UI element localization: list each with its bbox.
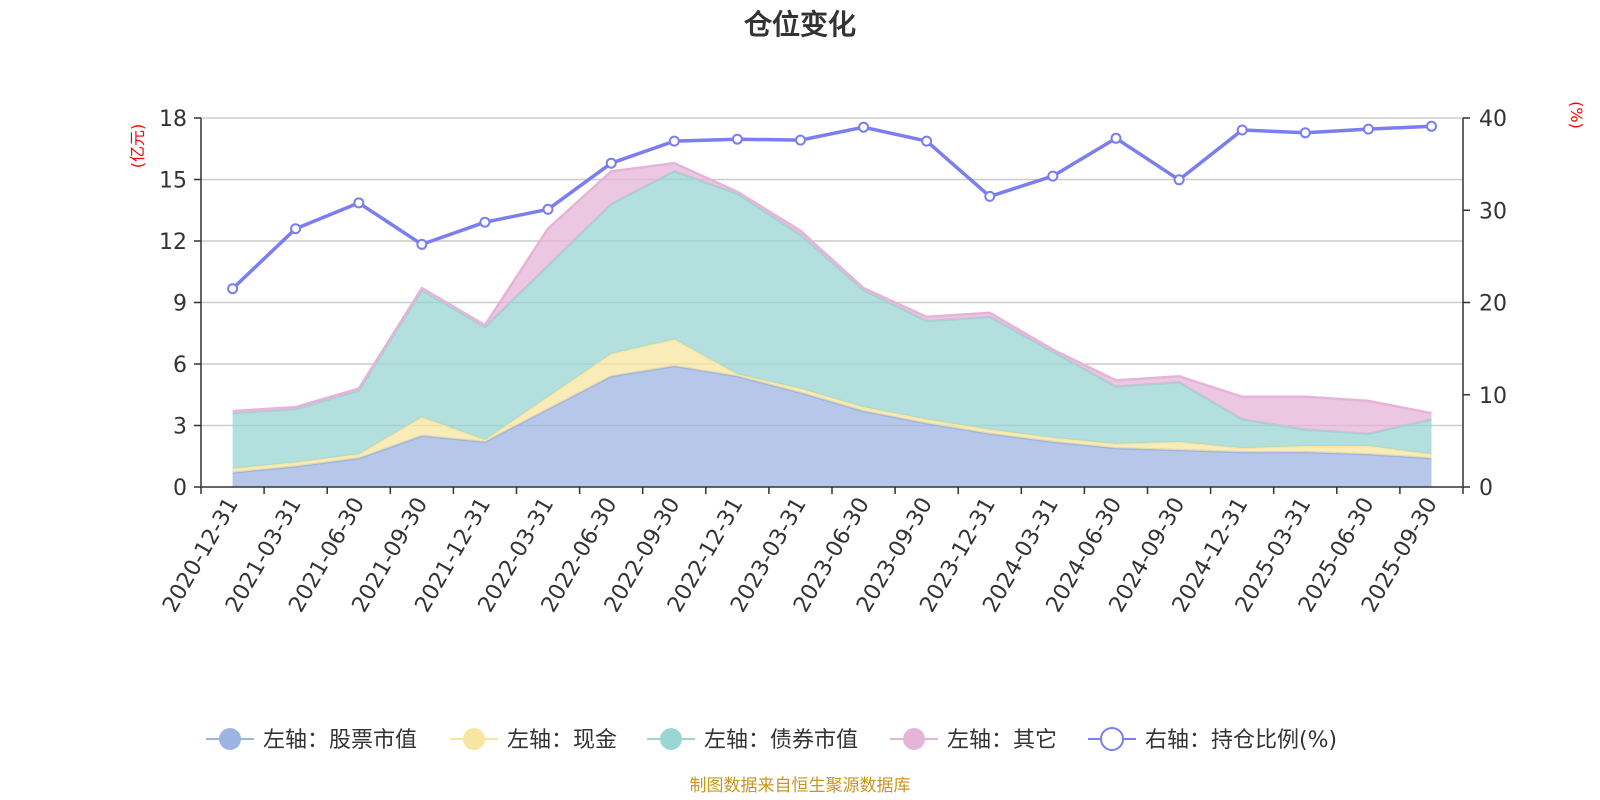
- ratio-point: [984, 190, 996, 202]
- legend-label-bond: 左轴：债券市值: [704, 728, 858, 753]
- ratio-point: [1047, 170, 1059, 182]
- ratio-point: [731, 133, 743, 145]
- area-stock: [232, 366, 1432, 487]
- ratio-point: [353, 197, 365, 209]
- chart-title: 仓位变化: [744, 8, 856, 41]
- ratio-point: [290, 223, 302, 235]
- area-other: [232, 163, 1432, 434]
- ratio-point: [858, 121, 870, 133]
- ratio-line-series: [227, 120, 1437, 295]
- ratio-point: [668, 135, 680, 147]
- ratio-point: [479, 216, 491, 228]
- legend-label-ratio: 右轴：持仓比例(%): [1145, 728, 1337, 753]
- left-axis-tick-label: 12: [159, 230, 187, 255]
- legend-label-cash: 左轴：现金: [507, 728, 617, 753]
- right-axis-tick-label: 40: [1479, 107, 1507, 132]
- left-axis-unit: (亿元): [128, 124, 147, 169]
- legend-item-stock: 左轴：股票市值: [206, 728, 417, 753]
- ratio-point: [1362, 123, 1374, 135]
- ratio-point: [1426, 120, 1437, 132]
- left-axis-tick-label: 15: [159, 169, 187, 194]
- legend-item-ratio: 右轴：持仓比例(%): [1088, 727, 1337, 753]
- right-axis-tick-label: 0: [1479, 476, 1493, 501]
- ratio-point: [605, 157, 617, 169]
- right-axis-tick-label: 10: [1479, 384, 1507, 409]
- legend-label-other: 左轴：其它: [947, 728, 1057, 753]
- ratio-point: [795, 134, 806, 146]
- area-edge-other: [232, 161, 1432, 415]
- legend-marker-cash-icon: [463, 728, 485, 750]
- ratio-point: [227, 283, 239, 295]
- area-bond: [232, 171, 1432, 469]
- ratio-point: [542, 203, 554, 215]
- left-axis-tick-label: 0: [173, 476, 187, 501]
- left-axis-tick-label: 6: [173, 353, 187, 378]
- legend-label-stock: 左轴：股票市值: [263, 728, 417, 753]
- right-axis-tick-label: 30: [1479, 199, 1507, 224]
- data-source-note: 制图数据来自恒生聚源数据库: [690, 776, 911, 796]
- ratio-point: [416, 238, 428, 250]
- ratio-point: [921, 135, 933, 147]
- legend-item-other: 左轴：其它: [890, 728, 1057, 753]
- right-axis-unit: (%): [1567, 101, 1586, 129]
- legend: 左轴：股票市值 左轴：现金 左轴：债券市值 左轴：其它 右轴：持仓比例(%): [206, 727, 1337, 753]
- ratio-point: [1299, 127, 1311, 139]
- ratio-point: [1173, 174, 1185, 186]
- ratio-point: [1236, 124, 1248, 136]
- legend-marker-bond-icon: [660, 728, 682, 750]
- legend-item-cash: 左轴：现金: [450, 728, 617, 753]
- left-axis-tick-label: 3: [173, 415, 187, 440]
- ratio-point: [1110, 132, 1122, 144]
- legend-marker-other-icon: [903, 728, 925, 750]
- legend-marker-ratio-icon: [1100, 727, 1124, 751]
- left-axis-tick-label: 18: [159, 107, 187, 132]
- legend-marker-stock-icon: [219, 728, 241, 750]
- right-axis-tick-label: 20: [1479, 292, 1507, 317]
- left-axis-tick-label: 9: [173, 292, 187, 317]
- legend-item-bond: 左轴：债券市值: [647, 728, 858, 753]
- ratio-line: [231, 124, 1432, 290]
- stacked-areas: [232, 161, 1432, 487]
